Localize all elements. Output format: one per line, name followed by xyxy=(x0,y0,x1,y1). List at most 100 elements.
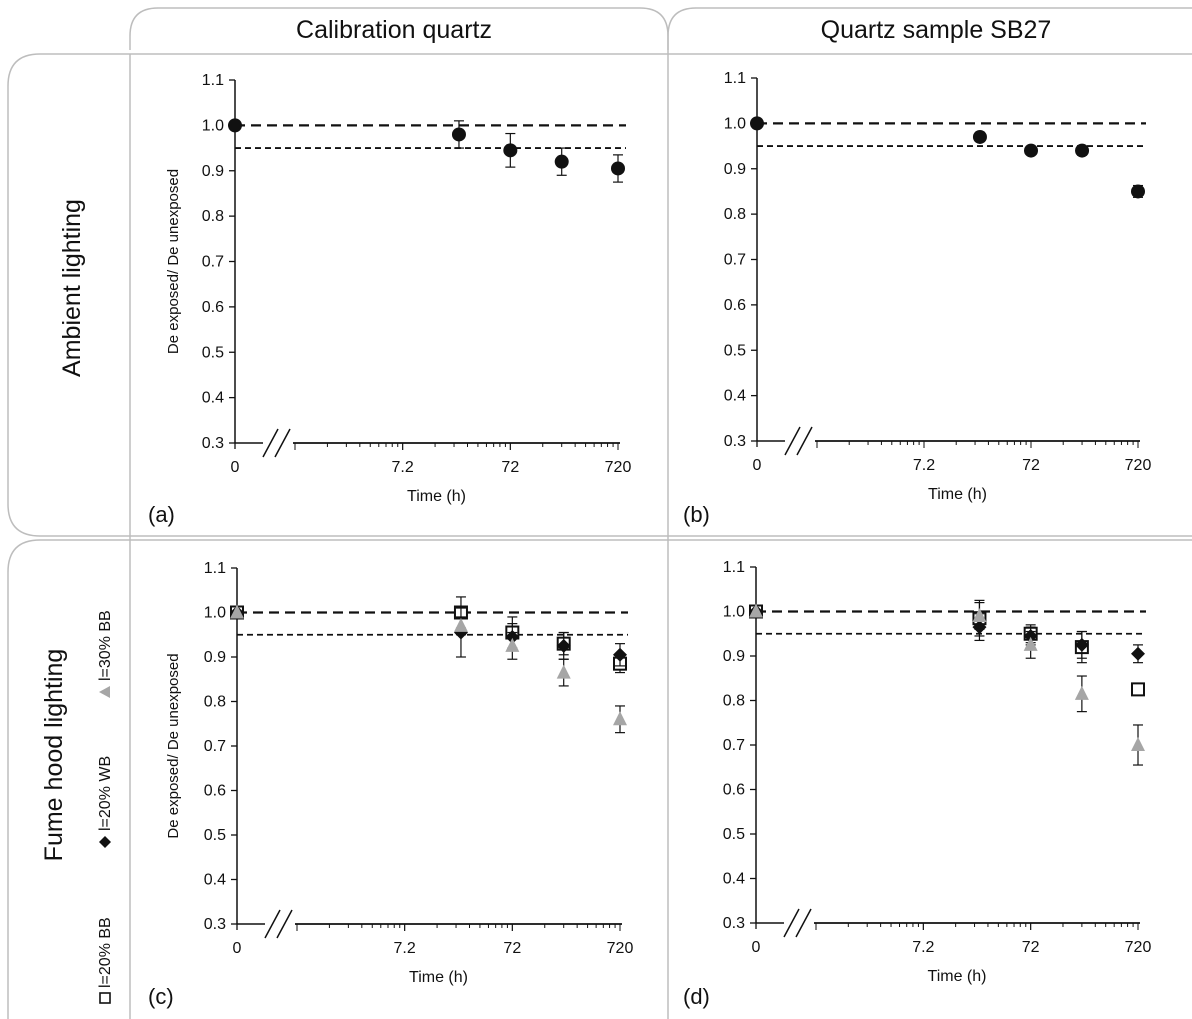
y-tick-label: 0.4 xyxy=(202,390,224,407)
data-point xyxy=(505,637,520,652)
data-point xyxy=(1075,143,1090,158)
data-point xyxy=(749,603,763,618)
panel-label: (c) xyxy=(148,984,174,1009)
y-tick-label: 0.3 xyxy=(204,916,226,933)
y-tick-label: 1.0 xyxy=(724,115,746,132)
panel-label: (d) xyxy=(683,984,710,1009)
data-point xyxy=(1023,636,1038,651)
data-point xyxy=(1024,143,1038,158)
data-point xyxy=(556,664,571,679)
data-point xyxy=(453,617,468,632)
axis-break-mark xyxy=(274,428,291,458)
panel-label: (b) xyxy=(683,502,710,527)
y-tick-label: 1.1 xyxy=(724,70,746,87)
x-tick-label: 7.2 xyxy=(392,459,414,476)
x-tick-label: 720 xyxy=(607,940,634,957)
series-diamond xyxy=(230,605,627,667)
y-axis-label: De exposed/ De unexposed xyxy=(165,169,182,354)
y-tick-label: 0.3 xyxy=(724,433,746,450)
data-point xyxy=(1074,685,1089,700)
y-tick-label: 1.0 xyxy=(202,117,224,134)
row-header-bottom: Fume hood lighting xyxy=(40,649,68,862)
y-tick-label: 0.9 xyxy=(724,161,746,178)
y-tick-label: 1.0 xyxy=(204,605,226,622)
y-tick-label: 0.8 xyxy=(202,208,224,225)
frames xyxy=(7,7,1192,1019)
data-point xyxy=(554,154,569,169)
row-frame-top xyxy=(7,53,1192,537)
y-tick-label: 0.4 xyxy=(724,388,746,405)
y-tick-label: 0.7 xyxy=(724,252,746,269)
data-point xyxy=(1131,184,1145,199)
x-tick-label: 7.2 xyxy=(913,457,935,474)
data-point xyxy=(451,127,466,142)
data-point xyxy=(556,638,571,653)
y-tick-label: 0.7 xyxy=(202,254,224,271)
panel-b: 1.1 1.0 0.9 0.8 0.7 0.6 0.5 0.4 0.3 0 7.2 72 720 Time… xyxy=(683,70,1151,527)
y-tick-label: 0.5 xyxy=(204,827,226,844)
panel-d: 1.1 1.0 0.9 0.8 0.7 0.6 0.5 0.4 0.3 0 7.2 72 720 Time… xyxy=(683,559,1151,1009)
y-tick-label: 0.7 xyxy=(723,737,745,754)
data-point xyxy=(613,711,627,726)
row-header-top: Ambient lighting xyxy=(58,199,86,377)
x-tick-label: 720 xyxy=(605,459,632,476)
y-tick-label: 0.8 xyxy=(724,206,746,223)
y-tick-label: 0.6 xyxy=(202,299,224,316)
y-tick-label: 0.6 xyxy=(204,783,226,800)
x-tick-label: 720 xyxy=(1125,457,1152,474)
data-point xyxy=(503,143,518,158)
y-tick-label: 1.1 xyxy=(204,560,226,577)
row-frame-bottom xyxy=(7,539,1192,1019)
y-tick-label: 0.5 xyxy=(202,344,224,361)
y-tick-label: 0.8 xyxy=(723,693,745,710)
axis-break-mark xyxy=(783,908,800,938)
column-header-right: Quartz sample SB27 xyxy=(821,16,1052,44)
series-triangle xyxy=(749,601,1145,766)
data-point xyxy=(750,116,764,131)
x-axis-label: Time (h) xyxy=(409,969,468,986)
legend-marker-diamond xyxy=(99,836,111,848)
legend-marker-open-square xyxy=(99,992,111,1004)
y-tick-label: 1.1 xyxy=(202,72,224,89)
x-tick-label: 72 xyxy=(1022,939,1040,956)
axis-break-mark xyxy=(264,909,281,939)
data-point xyxy=(1131,737,1145,751)
y-tick-label: 0.5 xyxy=(724,342,746,359)
legend-label-30-bb: l=30% BB xyxy=(97,610,114,681)
x-tick-label: 72 xyxy=(501,459,519,476)
axis-break-mark xyxy=(795,908,812,938)
y-tick-label: 0.5 xyxy=(723,826,745,843)
y-tick-label: 0.4 xyxy=(204,872,226,889)
data-point xyxy=(1074,637,1089,652)
x-tick-label: 7.2 xyxy=(912,939,934,956)
column-header-left: Calibration quartz xyxy=(296,16,492,44)
x-axis-label: Time (h) xyxy=(407,488,466,505)
x-tick-label: 0 xyxy=(752,939,761,956)
y-tick-label: 0.7 xyxy=(204,738,226,755)
axis-break-mark xyxy=(796,426,813,456)
data-point xyxy=(613,647,627,662)
legend-marker-triangle xyxy=(99,686,110,698)
x-tick-label: 72 xyxy=(503,940,521,957)
panel-label: (a) xyxy=(148,502,175,527)
x-tick-label: 0 xyxy=(753,457,762,474)
y-tick-label: 0.6 xyxy=(724,297,746,314)
legend: l=20% BB l=20% WB l=30% BB xyxy=(97,610,114,1004)
data-point xyxy=(611,161,625,176)
y-tick-label: 0.9 xyxy=(723,648,745,665)
x-tick-label: 0 xyxy=(233,940,242,957)
legend-label-20-wb: l=20% WB xyxy=(97,756,114,831)
y-tick-label: 0.8 xyxy=(204,694,226,711)
data-point xyxy=(972,129,987,144)
data-point xyxy=(972,607,987,622)
data-point xyxy=(228,118,242,133)
y-tick-label: 1.1 xyxy=(723,559,745,576)
data-point xyxy=(1131,646,1145,661)
y-axis-label: De exposed/ De unexposed xyxy=(165,653,182,838)
y-tick-label: 1.0 xyxy=(723,604,745,621)
axis-break-mark xyxy=(784,426,801,456)
x-axis-label: Time (h) xyxy=(928,486,987,503)
x-tick-label: 0 xyxy=(231,459,240,476)
series-circle xyxy=(750,116,1145,199)
